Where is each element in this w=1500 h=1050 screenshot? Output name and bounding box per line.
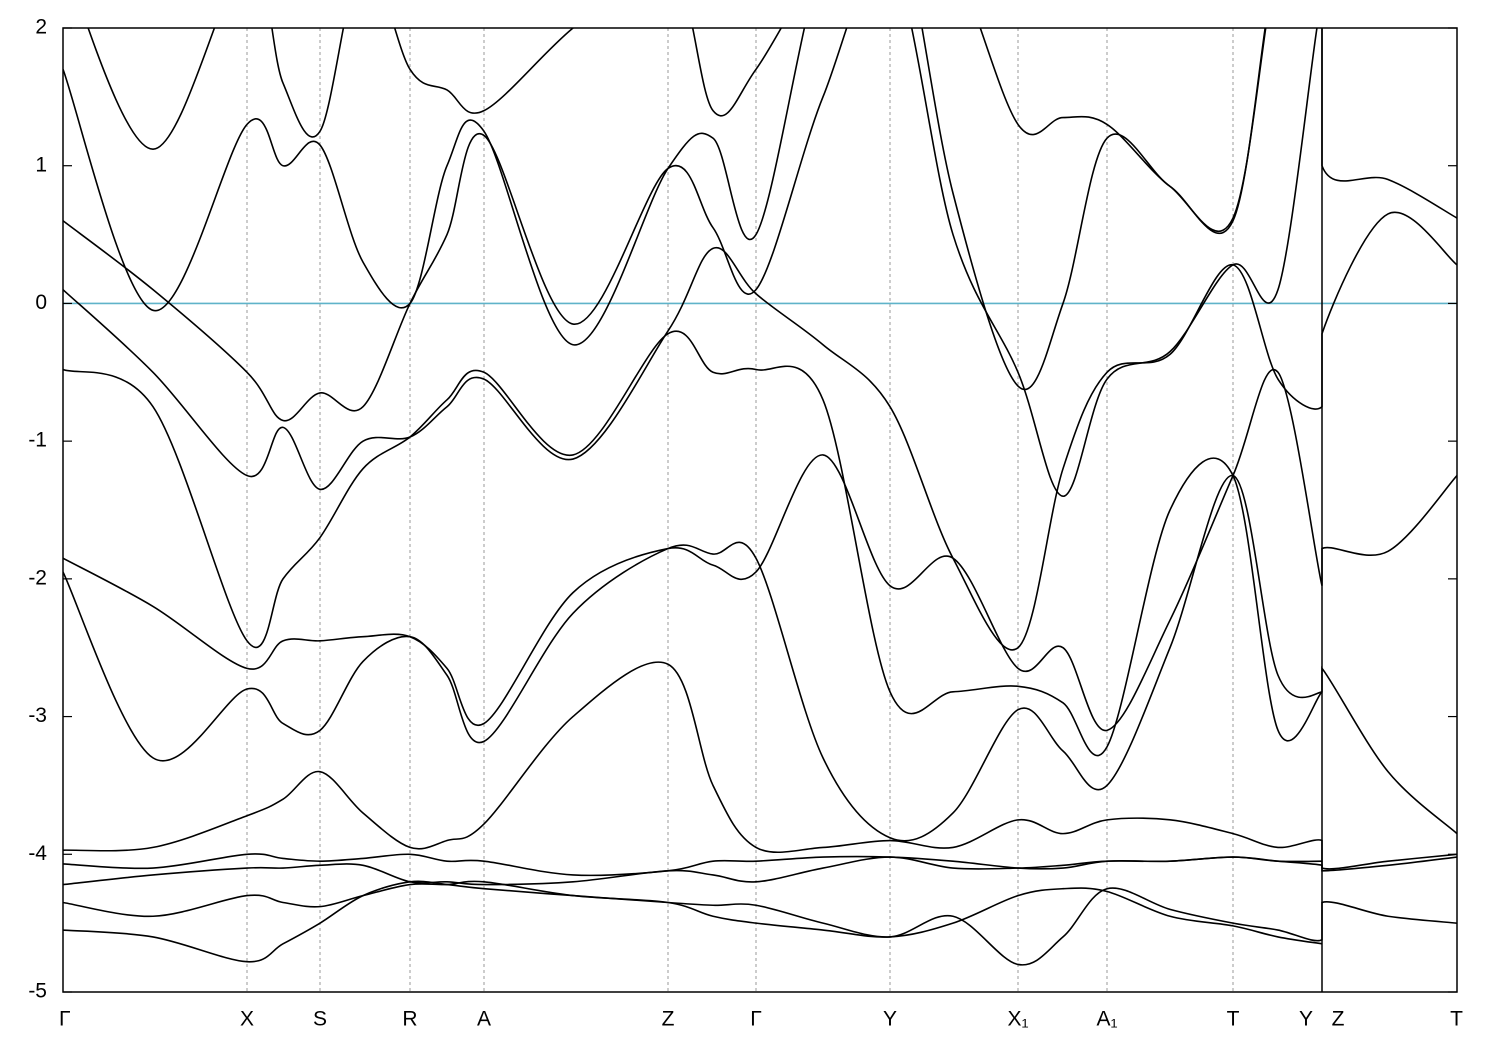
x-tick-label: R	[402, 1008, 417, 1031]
y-tick-label: 1	[35, 153, 47, 176]
x-tick-label: X	[240, 1008, 254, 1031]
band-line	[63, 880, 1457, 966]
band-line	[63, 28, 1266, 390]
x-tick-label: T	[1227, 1008, 1240, 1031]
x-tick-label: S	[313, 1008, 327, 1031]
x-tick-label: Γ	[750, 1008, 762, 1031]
band-line	[63, 474, 1457, 842]
y-tick-label: -2	[28, 566, 47, 589]
band-line	[63, 368, 1457, 732]
band-line	[87, 28, 1267, 233]
y-tick-label: -1	[28, 429, 47, 452]
plot-frame	[62, 27, 1458, 993]
y-tick-label: 0	[35, 291, 47, 314]
x-tick-label: A₁	[1096, 1008, 1117, 1031]
x-tick-label: Y	[1299, 1008, 1313, 1031]
band-line	[63, 661, 1457, 870]
band-line	[63, 330, 1323, 757]
bands	[63, 28, 1457, 966]
x-tick-label: Z	[1332, 1008, 1345, 1031]
band-line	[63, 880, 1323, 945]
x-tick-label: T	[1450, 1008, 1463, 1031]
x-tick-label: Y	[883, 1008, 897, 1031]
y-tick-label: -3	[28, 704, 47, 727]
band-line	[63, 28, 1457, 498]
x-tick-label: X₁	[1007, 1008, 1028, 1031]
y-tick-label: -4	[28, 842, 47, 865]
x-tick-label: Γ	[59, 1008, 71, 1031]
x-tick-label: A	[477, 1008, 491, 1031]
band-line	[63, 853, 1323, 877]
x-tick-label: Z	[662, 1008, 675, 1031]
y-tick-label: 2	[35, 16, 47, 39]
y-tick-label: -5	[28, 980, 47, 1003]
grid	[62, 28, 1458, 992]
